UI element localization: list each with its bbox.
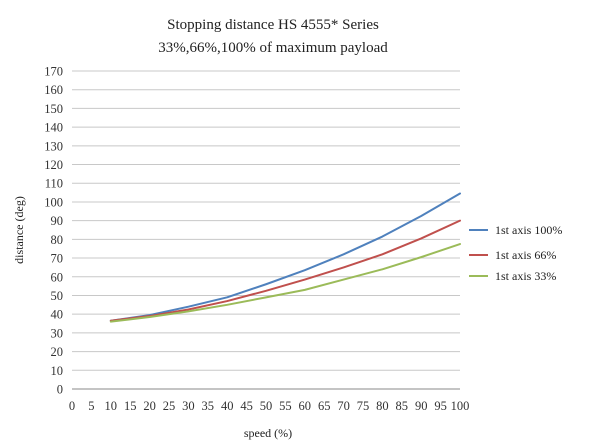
- y-tick-label: 70: [51, 252, 64, 266]
- x-tick-label: 0: [69, 399, 75, 413]
- y-axis-title: distance (deg): [12, 196, 26, 264]
- x-tick-label: 50: [260, 399, 273, 413]
- y-tick-label: 90: [51, 214, 64, 228]
- y-tick-label: 170: [44, 65, 63, 79]
- x-axis-title: speed (%): [244, 426, 292, 440]
- legend-label-1: 1st axis 100%: [495, 223, 562, 237]
- x-tick-label: 35: [202, 399, 215, 413]
- y-tick-label: 120: [44, 158, 63, 172]
- chart-subtitle: 33%,66%,100% of maximum payload: [158, 40, 388, 56]
- x-tick-label: 20: [143, 399, 156, 413]
- legend-label-3: 1st axis 33%: [495, 269, 556, 283]
- x-tick-label: 70: [337, 399, 350, 413]
- legend-label-2: 1st axis 66%: [495, 248, 556, 262]
- x-tick-label: 40: [221, 399, 234, 413]
- x-tick-label: 25: [163, 399, 176, 413]
- x-tick-label: 80: [376, 399, 389, 413]
- x-tick-label: 5: [88, 399, 94, 413]
- x-tick-label: 10: [105, 399, 118, 413]
- x-tick-label: 55: [279, 399, 292, 413]
- legend: 1st axis 100% 1st axis 66% 1st axis 33%: [469, 223, 562, 283]
- series-line-1: [109, 192, 461, 322]
- series-lines: [109, 192, 461, 323]
- y-tick-label: 160: [44, 83, 63, 97]
- y-tick-label: 140: [44, 121, 63, 135]
- chart-title: Stopping distance HS 4555* Series: [167, 17, 379, 33]
- series-line-3: [109, 243, 461, 323]
- y-tick-label: 0: [57, 383, 63, 397]
- y-tick-label: 60: [51, 270, 64, 284]
- y-tick-label: 100: [44, 195, 63, 209]
- x-tick-label: 100: [451, 399, 470, 413]
- x-tick-label: 65: [318, 399, 331, 413]
- x-tick-label: 45: [240, 399, 253, 413]
- gridlines: [72, 70, 460, 371]
- y-tick-label: 150: [44, 102, 63, 116]
- x-tick-label: 95: [434, 399, 447, 413]
- y-axis-ticks: 0 10 20 30 40 50 60 70 80 90 100 110 120 130 140 150 160…: [44, 65, 63, 397]
- x-tick-label: 90: [415, 399, 428, 413]
- y-tick-label: 10: [51, 364, 64, 378]
- y-tick-label: 30: [51, 326, 64, 340]
- x-tick-label: 30: [182, 399, 195, 413]
- y-tick-label: 50: [51, 289, 64, 303]
- y-tick-label: 110: [45, 177, 63, 191]
- x-tick-label: 85: [396, 399, 409, 413]
- y-tick-label: 80: [51, 233, 64, 247]
- x-axis-ticks: 0 5 10 15 20 25 30 35 40 45 50 55 60 65 70 75 80 85 90 95 10…: [69, 399, 470, 413]
- y-tick-label: 40: [51, 308, 64, 322]
- x-tick-label: 15: [124, 399, 137, 413]
- x-tick-label: 60: [299, 399, 312, 413]
- y-tick-label: 20: [51, 345, 64, 359]
- series-line-2: [109, 219, 461, 322]
- y-tick-label: 130: [44, 139, 63, 153]
- x-tick-label: 75: [357, 399, 370, 413]
